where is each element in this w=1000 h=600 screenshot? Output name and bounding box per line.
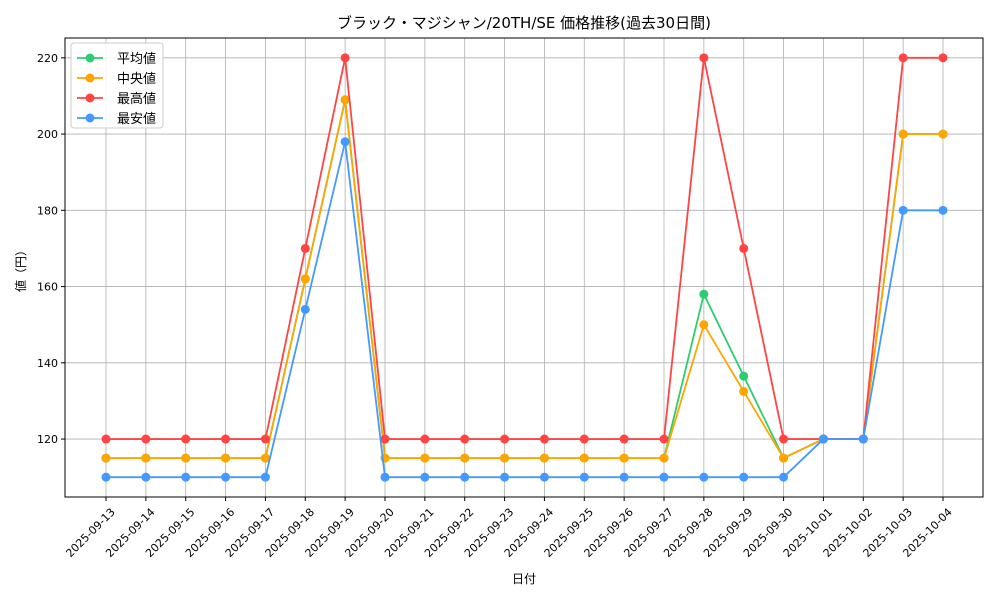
- y-tick-label: 220: [37, 52, 58, 65]
- data-point: [460, 472, 470, 482]
- legend-swatch-marker: [85, 73, 95, 83]
- data-point: [260, 453, 270, 463]
- x-axis-ticks: 2025-09-132025-09-142025-09-152025-09-16…: [63, 497, 955, 560]
- data-point: [699, 289, 709, 299]
- series-line: [106, 99, 943, 460]
- data-point: [221, 453, 231, 463]
- series-1: [101, 95, 948, 463]
- data-point: [181, 453, 191, 463]
- data-point: [260, 434, 270, 444]
- data-point: [141, 472, 151, 482]
- data-point: [300, 243, 310, 253]
- data-point: [938, 53, 948, 63]
- data-point: [221, 434, 231, 444]
- y-tick-label: 200: [37, 128, 58, 141]
- data-point: [858, 434, 868, 444]
- data-point: [500, 434, 510, 444]
- x-axis-label: 日付: [512, 572, 536, 586]
- series-lines: [101, 53, 948, 482]
- series-3: [101, 137, 948, 482]
- data-point: [500, 453, 510, 463]
- data-point: [579, 453, 589, 463]
- legend-swatch-marker: [85, 93, 95, 103]
- data-point: [221, 472, 231, 482]
- data-point: [779, 453, 789, 463]
- data-point: [420, 472, 430, 482]
- plot-frame: [64, 37, 984, 498]
- data-point: [739, 386, 749, 396]
- data-point: [181, 434, 191, 444]
- y-axis-label: 値（円）: [13, 244, 28, 292]
- data-point: [779, 434, 789, 444]
- series-0: [101, 95, 948, 463]
- data-point: [420, 434, 430, 444]
- data-point: [938, 129, 948, 139]
- data-point: [818, 434, 828, 444]
- data-point: [181, 472, 191, 482]
- data-point: [539, 453, 549, 463]
- data-point: [898, 129, 908, 139]
- data-point: [659, 434, 669, 444]
- data-point: [539, 434, 549, 444]
- grid: [65, 38, 983, 497]
- data-point: [460, 453, 470, 463]
- data-point: [380, 472, 390, 482]
- data-point: [579, 434, 589, 444]
- data-point: [420, 453, 430, 463]
- y-tick-label: 160: [37, 281, 58, 294]
- series-2: [101, 53, 948, 444]
- y-tick-label: 140: [37, 357, 58, 370]
- series-line: [106, 99, 943, 460]
- data-point: [101, 434, 111, 444]
- data-point: [619, 453, 629, 463]
- series-line: [106, 141, 943, 479]
- data-point: [340, 137, 350, 147]
- data-point: [699, 472, 709, 482]
- data-point: [659, 472, 669, 482]
- y-axis-ticks: 120 140 160 180 200 220: [37, 52, 65, 446]
- series-line: [106, 56, 943, 440]
- data-point: [898, 53, 908, 63]
- data-point: [101, 472, 111, 482]
- data-point: [699, 320, 709, 330]
- legend-label: 最安値: [117, 111, 156, 127]
- data-point: [779, 472, 789, 482]
- data-point: [340, 95, 350, 105]
- data-point: [101, 453, 111, 463]
- data-point: [659, 453, 669, 463]
- y-tick-label: 180: [37, 204, 58, 217]
- data-point: [898, 205, 908, 215]
- data-point: [539, 472, 549, 482]
- legend-label: 最高値: [117, 91, 156, 107]
- data-point: [260, 472, 270, 482]
- data-point: [739, 472, 749, 482]
- data-point: [300, 304, 310, 314]
- data-point: [699, 53, 709, 63]
- legend-label: 中央値: [117, 71, 156, 87]
- data-point: [380, 434, 390, 444]
- data-point: [141, 453, 151, 463]
- data-point: [460, 434, 470, 444]
- data-point: [938, 205, 948, 215]
- data-point: [739, 371, 749, 381]
- legend-swatch-marker: [85, 113, 95, 123]
- chart-title: ブラック・マジシャン/20TH/SE 価格推移(過去30日間): [337, 14, 711, 32]
- data-point: [141, 434, 151, 444]
- data-point: [619, 434, 629, 444]
- data-point: [619, 472, 629, 482]
- legend-swatch-marker: [85, 53, 95, 63]
- data-point: [739, 243, 749, 253]
- y-tick-label: 120: [37, 433, 58, 446]
- data-point: [500, 472, 510, 482]
- data-point: [579, 472, 589, 482]
- data-point: [340, 53, 350, 63]
- legend-label: 平均値: [117, 51, 156, 67]
- data-point: [300, 274, 310, 284]
